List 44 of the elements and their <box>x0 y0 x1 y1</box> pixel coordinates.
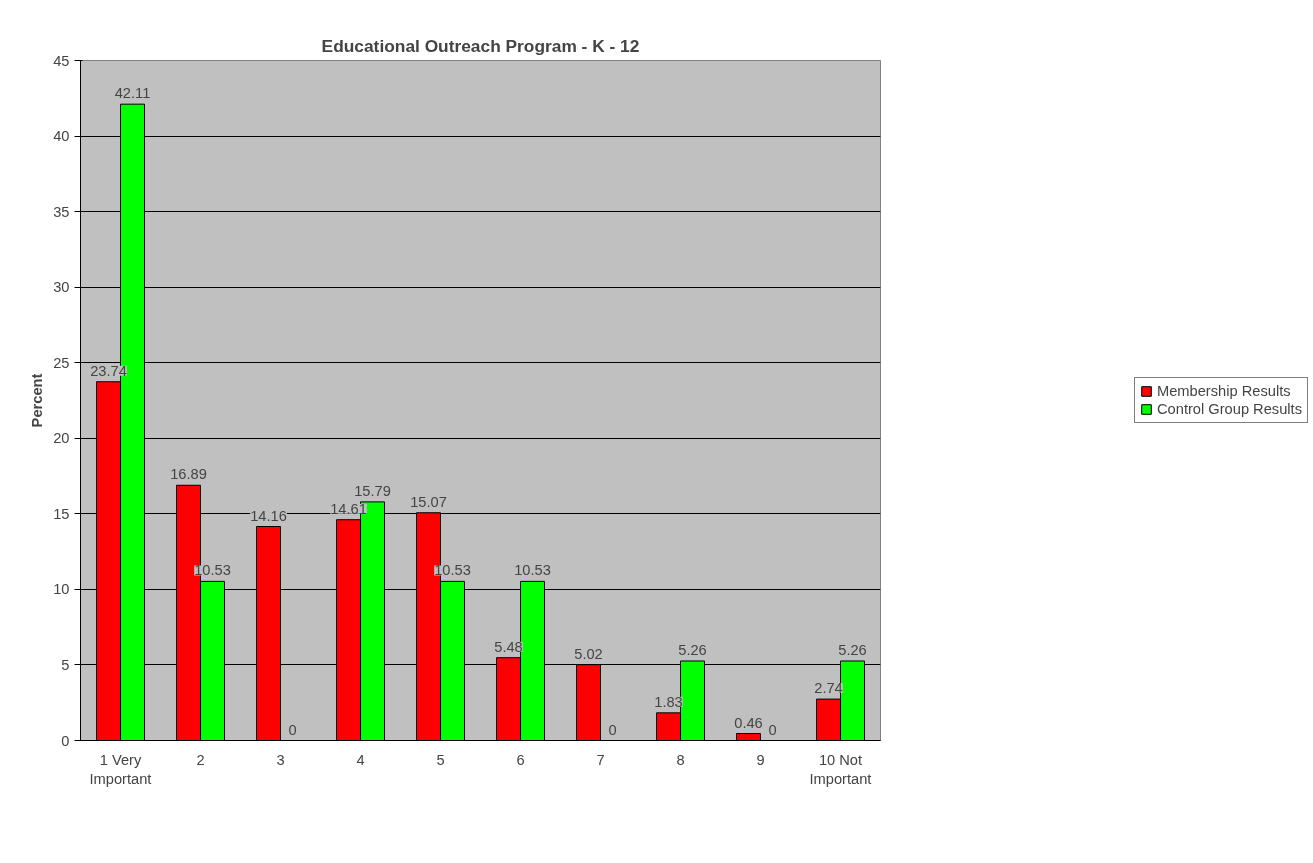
y-tick-label: 5 <box>61 656 70 673</box>
x-tick-label: 3 <box>276 751 285 768</box>
y-tick-label: 35 <box>53 203 70 220</box>
data-label: 14.61 <box>330 500 367 517</box>
data-label: 15.07 <box>410 493 447 510</box>
x-tick-label: 9 <box>756 751 765 768</box>
y-tick-label: 10 <box>53 581 70 598</box>
data-label: 15.79 <box>354 482 391 499</box>
data-label: 23.74 <box>90 362 127 379</box>
data-label: 1.83 <box>654 693 683 710</box>
y-tick-label: 15 <box>53 505 70 522</box>
x-tick-label: 8 <box>676 751 685 768</box>
data-label: 14.16 <box>250 507 287 524</box>
legend-label: Control Group Results <box>1157 401 1302 417</box>
x-tick-label: 7 <box>596 751 605 768</box>
y-tick-label: 0 <box>61 732 70 749</box>
data-label: 5.26 <box>678 642 707 659</box>
data-label: 2.74 <box>814 680 843 697</box>
data-label: 0 <box>288 721 297 738</box>
x-tick-label: 2 <box>196 751 205 768</box>
data-label: 0 <box>608 721 617 738</box>
x-tick-label: 5 <box>436 751 445 768</box>
y-tick-label: 20 <box>53 430 70 447</box>
data-label: 5.26 <box>838 642 867 659</box>
y-tick-label: 25 <box>53 354 70 371</box>
data-label: 42.11 <box>114 85 151 102</box>
data-label: 16.89 <box>170 466 207 483</box>
chart-title: Educational Outreach Program - K - 12 <box>321 35 640 56</box>
y-tick-label: 30 <box>53 279 70 296</box>
data-label: 5.48 <box>494 638 523 655</box>
data-label: 0.46 <box>734 714 763 731</box>
data-label: 10.53 <box>514 562 551 579</box>
data-label: 5.02 <box>574 645 603 662</box>
y-tick-label: 45 <box>53 52 70 69</box>
data-label: 10.53 <box>194 562 231 579</box>
y-axis-title: Percent <box>29 373 46 428</box>
y-tick-label: 40 <box>53 128 70 145</box>
data-label: 10.53 <box>434 562 471 579</box>
data-label: 0 <box>768 721 777 738</box>
x-tick-label: 4 <box>356 751 365 768</box>
x-tick-label: 10 Not Important <box>809 751 872 787</box>
legend-label: Membership Results <box>1157 383 1291 399</box>
x-tick-label: 6 <box>516 751 525 768</box>
x-tick-label: 1 Very Important <box>89 751 152 787</box>
